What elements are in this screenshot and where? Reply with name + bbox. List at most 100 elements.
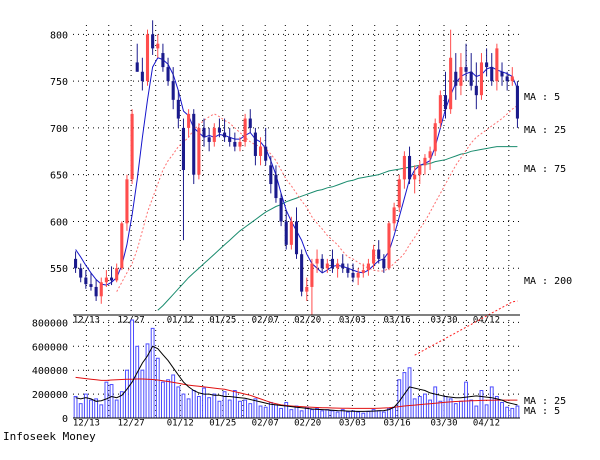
candle-body [490, 67, 494, 82]
candle-body [187, 113, 191, 128]
candle-body [289, 221, 293, 245]
volume-bar [505, 406, 510, 419]
candle-body [145, 34, 150, 82]
candle-body [449, 57, 453, 110]
candle-body [115, 268, 119, 281]
volume-bar [464, 381, 468, 419]
candle-body [258, 146, 263, 156]
candle-body [171, 81, 175, 100]
candle-body [474, 85, 478, 96]
volume-legend-item: MA : 25 [524, 396, 566, 407]
volume-bar [438, 400, 443, 419]
volume-bar [207, 397, 212, 419]
price-grid [73, 25, 520, 315]
candle-body [99, 282, 103, 297]
volume-bar [330, 410, 335, 419]
volume-bar [381, 411, 386, 419]
candle-body [310, 263, 314, 287]
candle-body [336, 263, 340, 269]
volume-bar [345, 411, 350, 419]
candle-body [443, 95, 448, 110]
volume-bar [140, 369, 145, 419]
candle-body [325, 263, 329, 269]
volume-bar [186, 398, 191, 419]
volume-bar [171, 374, 176, 419]
candle-body [387, 223, 391, 269]
volume-bar [243, 399, 248, 419]
candle-body [192, 113, 196, 175]
candle-body [274, 174, 278, 199]
candle-body [248, 118, 252, 128]
volume-bar [258, 405, 263, 419]
volume-bar [253, 398, 258, 419]
volume-bar [166, 379, 170, 419]
volume-bar [227, 399, 232, 419]
candle-body [320, 258, 324, 269]
volume-bar [222, 391, 227, 419]
volume-bar [500, 401, 504, 419]
volume-bar [479, 390, 484, 419]
candle-body [510, 76, 514, 82]
candlesticks [74, 20, 519, 315]
price-legend: MA : 5 MA : 25 MA : 75 MA : 200 [524, 92, 572, 287]
candle-body [89, 284, 93, 287]
volume-bar [191, 390, 196, 419]
candle-body [495, 48, 499, 82]
volume-y-tick: 400000 [32, 366, 68, 377]
price-plot-frame [73, 25, 520, 315]
volume-average-lines [75, 345, 518, 412]
volume-bar [217, 400, 222, 419]
candle-body [438, 95, 442, 124]
candle-body [79, 268, 83, 278]
candle-body [459, 67, 463, 86]
candle-body [402, 155, 406, 180]
volume-bar [407, 367, 412, 419]
volume-bar [155, 357, 160, 419]
volume-bar [263, 406, 268, 419]
volume-y-tick: 600000 [32, 342, 68, 353]
volume-panel: 0 200000 400000 600000 800000 12/13 12/27 01/1… [32, 318, 566, 428]
volume-y-tick: 200000 [32, 390, 68, 401]
volume-bar [161, 381, 165, 419]
candle-body [207, 137, 211, 142]
volume-bar [284, 401, 289, 419]
volume-x-tick: 12/13 [73, 419, 100, 429]
candle-body [366, 263, 370, 271]
price-y-tick: 550 [50, 264, 68, 275]
candle-body [223, 132, 227, 138]
volume-x-tick: 01/12 [167, 419, 194, 429]
candle-body [464, 67, 468, 72]
candle-body [428, 151, 432, 158]
volume-x-tick: 02/07 [252, 419, 279, 429]
volume-bar [376, 410, 381, 419]
volume-bar [150, 327, 155, 419]
candle-body [181, 127, 186, 170]
ma200-line [414, 300, 518, 356]
candle-body [264, 146, 268, 161]
price-y-tick: 800 [50, 30, 68, 41]
candle-body [300, 254, 304, 292]
candle-body [176, 99, 180, 119]
candle-body [212, 127, 216, 142]
price-legend-item: MA : 75 [524, 164, 566, 175]
volume-grid [73, 320, 520, 419]
volume-bar [176, 386, 181, 419]
candle-body [418, 165, 422, 175]
volume-bar [361, 412, 366, 419]
volume-x-tick: 03/30 [430, 419, 457, 429]
candle-body [135, 62, 139, 72]
volume-x-tick: 12/27 [118, 419, 145, 429]
volume-x-tick: 03/03 [339, 419, 366, 429]
volume-bar [104, 381, 109, 419]
volume-bar [474, 405, 479, 419]
volume-ma5-line [75, 345, 518, 412]
candle-body [351, 272, 355, 278]
candle-body [94, 286, 98, 297]
volume-y-tick: 0 [62, 414, 68, 425]
volume-bar [412, 398, 417, 419]
candle-body [279, 198, 283, 222]
volume-bar [459, 400, 463, 419]
candle-body [433, 123, 437, 152]
volume-bar [196, 395, 201, 419]
volume-ma25-line [75, 376, 518, 409]
